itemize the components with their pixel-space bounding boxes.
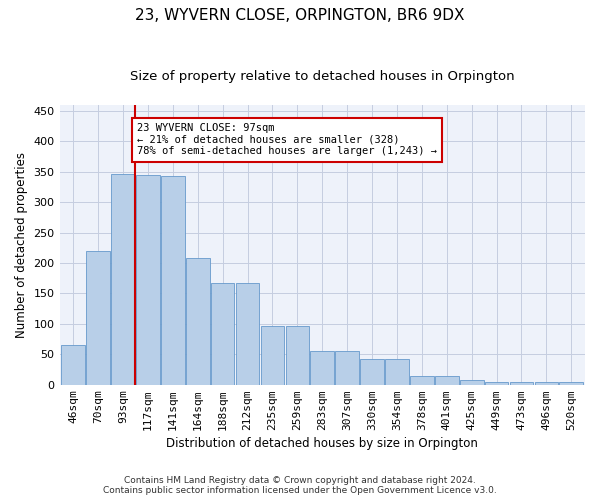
- Bar: [485, 382, 508, 384]
- Bar: [260, 326, 284, 384]
- X-axis label: Distribution of detached houses by size in Orpington: Distribution of detached houses by size …: [166, 437, 478, 450]
- Y-axis label: Number of detached properties: Number of detached properties: [15, 152, 28, 338]
- Bar: [559, 382, 583, 384]
- Bar: [435, 376, 458, 384]
- Text: 23, WYVERN CLOSE, ORPINGTON, BR6 9DX: 23, WYVERN CLOSE, ORPINGTON, BR6 9DX: [135, 8, 465, 22]
- Bar: [286, 326, 309, 384]
- Bar: [61, 345, 85, 385]
- Title: Size of property relative to detached houses in Orpington: Size of property relative to detached ho…: [130, 70, 515, 83]
- Bar: [385, 359, 409, 384]
- Bar: [535, 382, 558, 384]
- Bar: [410, 376, 434, 384]
- Bar: [136, 175, 160, 384]
- Bar: [86, 251, 110, 384]
- Bar: [211, 283, 235, 384]
- Text: Contains HM Land Registry data © Crown copyright and database right 2024.
Contai: Contains HM Land Registry data © Crown c…: [103, 476, 497, 495]
- Bar: [186, 258, 209, 384]
- Bar: [310, 350, 334, 384]
- Bar: [360, 359, 384, 384]
- Bar: [460, 380, 484, 384]
- Bar: [509, 382, 533, 384]
- Bar: [161, 176, 185, 384]
- Text: 23 WYVERN CLOSE: 97sqm
← 21% of detached houses are smaller (328)
78% of semi-de: 23 WYVERN CLOSE: 97sqm ← 21% of detached…: [137, 123, 437, 156]
- Bar: [236, 283, 259, 384]
- Bar: [335, 350, 359, 384]
- Bar: [111, 174, 135, 384]
